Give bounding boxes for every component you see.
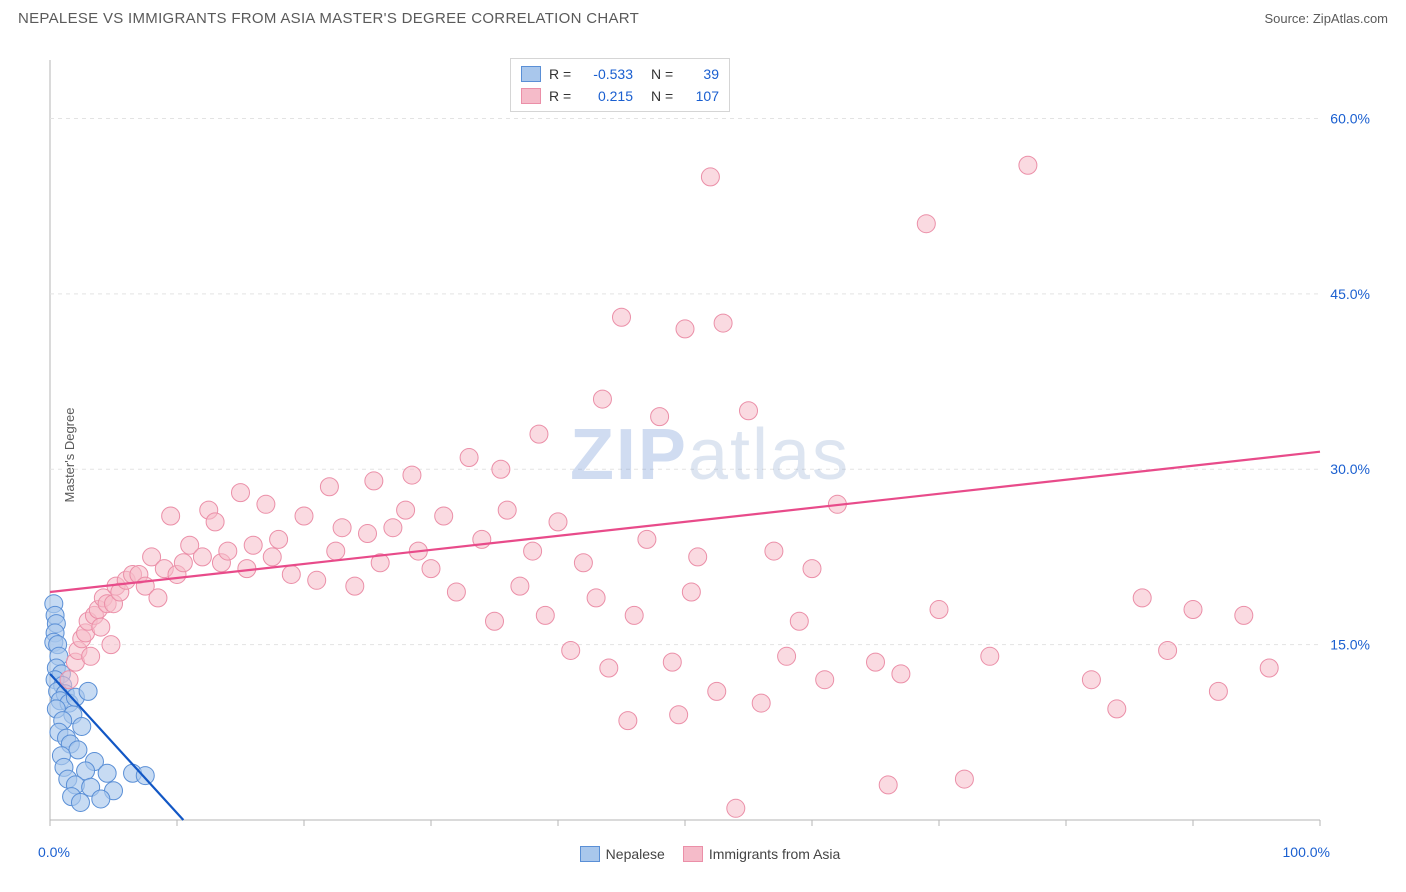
origin-label: 0.0% [38, 844, 70, 860]
y-axis-label: Master's Degree [62, 408, 77, 503]
legend-swatch [683, 846, 703, 862]
svg-text:15.0%: 15.0% [1330, 637, 1370, 653]
scatter-plot: 15.0% 30.0% 45.0% 60.0% [40, 50, 1380, 860]
stats-legend-box: R = -0.533 N = 39 R = 0.215 N = 107 [510, 58, 730, 112]
stats-n-value: 107 [687, 85, 719, 107]
stats-r-value: 0.215 [585, 85, 633, 107]
xmax-label: 100.0% [1283, 844, 1330, 860]
chart-header: NEPALESE VS IMMIGRANTS FROM ASIA MASTER'… [0, 0, 1406, 33]
legend-swatch [580, 846, 600, 862]
stats-n-label: N = [651, 63, 679, 85]
stats-n-value: 39 [687, 63, 719, 85]
chart-title: NEPALESE VS IMMIGRANTS FROM ASIA MASTER'… [18, 10, 639, 27]
svg-text:60.0%: 60.0% [1330, 110, 1370, 126]
stats-r-label: R = [549, 85, 577, 107]
stats-r-label: R = [549, 63, 577, 85]
chart-container: Master's Degree 15.0%30.0%45.0%60.0% ZIP… [40, 50, 1380, 860]
stats-swatch [521, 88, 541, 104]
svg-text:30.0%: 30.0% [1330, 461, 1370, 477]
chart-source: Source: ZipAtlas.com [1264, 11, 1388, 26]
stats-n-label: N = [651, 85, 679, 107]
stats-r-value: -0.533 [585, 63, 633, 85]
svg-text:45.0%: 45.0% [1330, 286, 1370, 302]
legend-label: Nepalese [606, 846, 665, 862]
stats-row: R = -0.533 N = 39 [521, 63, 719, 85]
stats-row: R = 0.215 N = 107 [521, 85, 719, 107]
bottom-legend: Nepalese Immigrants from Asia [40, 846, 1380, 862]
legend-label: Immigrants from Asia [709, 846, 840, 862]
legend-item: Immigrants from Asia [683, 846, 840, 862]
stats-swatch [521, 66, 541, 82]
legend-item: Nepalese [580, 846, 665, 862]
